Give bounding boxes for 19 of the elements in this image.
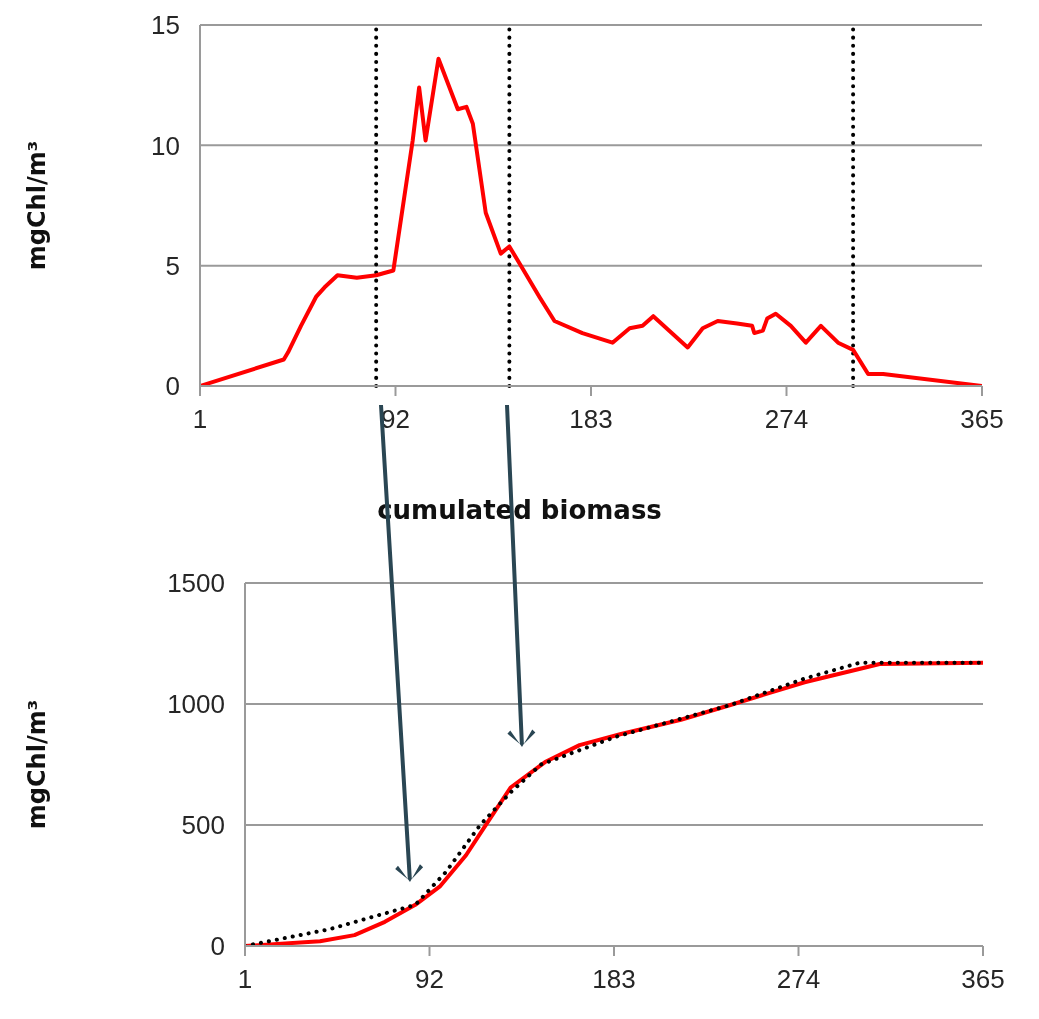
x-tick-label: 1 xyxy=(237,964,253,995)
y-tick-label: 0 xyxy=(165,371,180,402)
x-tick-label: 1 xyxy=(192,404,208,435)
x-tick-label: 92 xyxy=(415,964,444,995)
x-tick-label: 365 xyxy=(961,964,1005,995)
x-tick-label: 274 xyxy=(776,964,821,995)
y-tick-label: 0 xyxy=(210,931,225,962)
y-axis-title: mgChl/m³ xyxy=(22,699,51,830)
y-tick-label: 1500 xyxy=(167,568,225,599)
y-tick-label: 500 xyxy=(181,810,225,841)
x-tick-label: 183 xyxy=(569,404,613,435)
y-axis-title: mgChl/m³ xyxy=(22,140,51,271)
y-tick-label: 10 xyxy=(151,130,180,161)
y-tick-label: 15 xyxy=(151,10,180,41)
x-tick-label: 183 xyxy=(592,964,636,995)
y-tick-label: 1000 xyxy=(167,689,225,720)
y-tick-label: 5 xyxy=(165,250,180,281)
x-tick-label: 365 xyxy=(960,404,1004,435)
x-tick-label: 274 xyxy=(764,404,809,435)
